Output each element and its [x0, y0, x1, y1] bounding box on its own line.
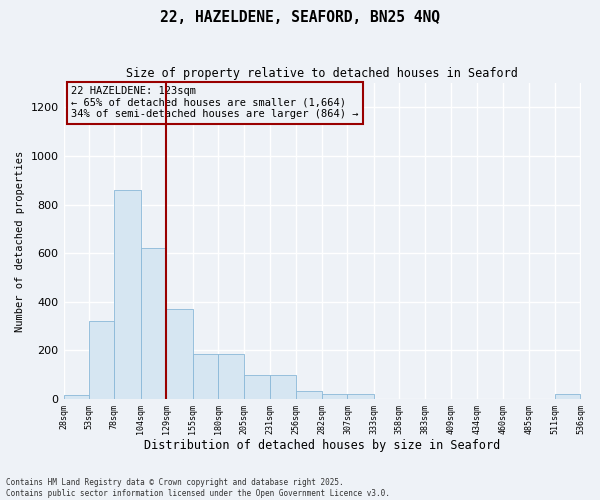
Y-axis label: Number of detached properties: Number of detached properties	[15, 150, 25, 332]
Bar	[270, 375, 296, 399]
Bar	[89, 322, 115, 399]
Bar	[322, 394, 347, 399]
X-axis label: Distribution of detached houses by size in Seaford: Distribution of detached houses by size …	[144, 440, 500, 452]
Bar	[244, 375, 270, 399]
Text: 22, HAZELDENE, SEAFORD, BN25 4NQ: 22, HAZELDENE, SEAFORD, BN25 4NQ	[160, 10, 440, 25]
Bar	[218, 354, 244, 399]
Text: Contains HM Land Registry data © Crown copyright and database right 2025.
Contai: Contains HM Land Registry data © Crown c…	[6, 478, 390, 498]
Bar	[115, 190, 141, 399]
Bar	[347, 394, 374, 399]
Bar	[141, 248, 166, 399]
Bar	[555, 394, 580, 399]
Title: Size of property relative to detached houses in Seaford: Size of property relative to detached ho…	[126, 68, 518, 80]
Bar	[166, 309, 193, 399]
Bar	[296, 390, 322, 399]
Text: 22 HAZELDENE: 123sqm
← 65% of detached houses are smaller (1,664)
34% of semi-de: 22 HAZELDENE: 123sqm ← 65% of detached h…	[71, 86, 359, 120]
Bar	[193, 354, 218, 399]
Bar	[64, 396, 89, 399]
